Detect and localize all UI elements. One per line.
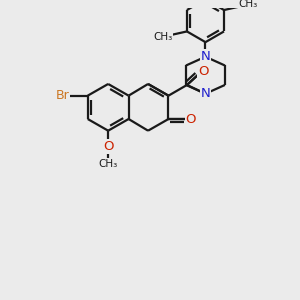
Text: N: N (201, 87, 210, 100)
Text: O: O (186, 112, 196, 125)
Text: N: N (201, 50, 210, 63)
Text: O: O (103, 140, 113, 153)
Text: CH₃: CH₃ (153, 32, 172, 42)
Text: CH₃: CH₃ (239, 0, 258, 9)
Text: Br: Br (56, 89, 69, 102)
Text: CH₃: CH₃ (98, 159, 118, 169)
Text: O: O (198, 65, 209, 78)
